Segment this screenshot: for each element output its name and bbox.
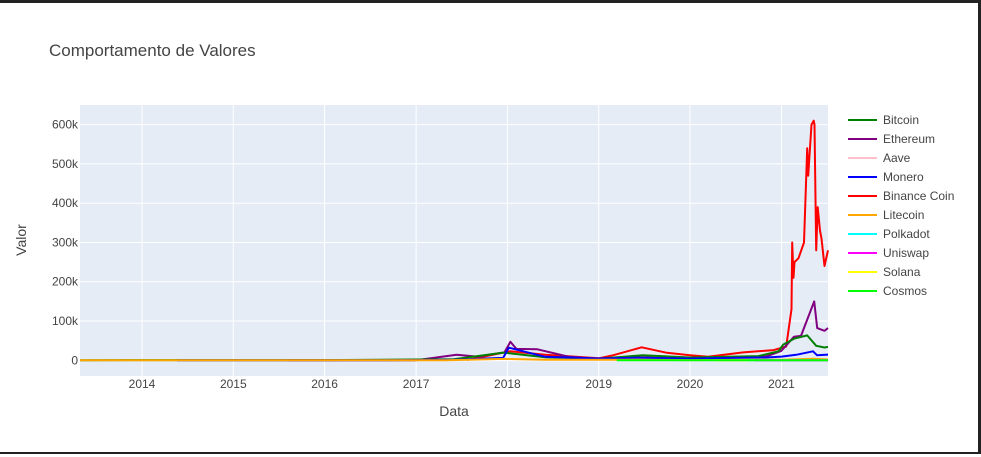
legend-label-bitcoin: Bitcoin bbox=[883, 113, 919, 127]
y-tick-400k: 400k bbox=[52, 196, 79, 210]
x-tick-2018: 2018 bbox=[494, 377, 521, 391]
y-tick-300k: 300k bbox=[52, 235, 79, 249]
y-axis-title: Valor bbox=[13, 224, 29, 256]
x-tick-2020: 2020 bbox=[677, 377, 704, 391]
plot-background bbox=[80, 105, 828, 376]
y-tick-100k: 100k bbox=[52, 314, 79, 328]
legend-label-polkadot: Polkadot bbox=[883, 227, 930, 241]
y-tick-labels: 0 100k 200k 300k 400k 500k 600k bbox=[52, 118, 79, 368]
y-tick-200k: 200k bbox=[52, 275, 79, 289]
y-tick-600k: 600k bbox=[52, 118, 79, 132]
legend-label-aave: Aave bbox=[883, 151, 911, 165]
x-tick-2017: 2017 bbox=[403, 377, 430, 391]
legend-item-polkadot: Polkadot bbox=[848, 227, 930, 241]
legend-item-binance-coin: Binance Coin bbox=[848, 189, 954, 203]
legend-item-bitcoin: Bitcoin bbox=[848, 113, 919, 127]
y-tick-0: 0 bbox=[71, 353, 78, 367]
x-tick-2019: 2019 bbox=[585, 377, 612, 391]
legend-label-monero: Monero bbox=[883, 170, 924, 184]
legend-label-cosmos: Cosmos bbox=[883, 284, 927, 298]
legend-item-litecoin: Litecoin bbox=[848, 208, 924, 222]
legend-label-uniswap: Uniswap bbox=[883, 246, 929, 260]
x-tick-2014: 2014 bbox=[129, 377, 156, 391]
x-tick-2015: 2015 bbox=[220, 377, 247, 391]
x-tick-2016: 2016 bbox=[311, 377, 338, 391]
chart-title: Comportamento de Valores bbox=[49, 41, 256, 60]
legend-label-binance-coin: Binance Coin bbox=[883, 189, 954, 203]
x-axis-title: Data bbox=[439, 403, 469, 419]
legend-label-solana: Solana bbox=[883, 265, 921, 279]
legend-item-monero: Monero bbox=[848, 170, 924, 184]
y-tick-500k: 500k bbox=[52, 157, 79, 171]
legend-label-ethereum: Ethereum bbox=[883, 132, 935, 146]
legend-item-cosmos: Cosmos bbox=[848, 284, 927, 298]
legend-item-ethereum: Ethereum bbox=[848, 132, 935, 146]
x-tick-2021: 2021 bbox=[768, 377, 795, 391]
legend: Bitcoin Ethereum Aave Monero Binance Coin Lit… bbox=[848, 113, 954, 298]
x-tick-labels: 2014 2015 2016 2017 2018 2019 2020 2021 bbox=[129, 377, 795, 391]
legend-item-uniswap: Uniswap bbox=[848, 246, 929, 260]
legend-item-aave: Aave bbox=[848, 151, 911, 165]
legend-label-litecoin: Litecoin bbox=[883, 208, 924, 222]
legend-item-solana: Solana bbox=[848, 265, 921, 279]
